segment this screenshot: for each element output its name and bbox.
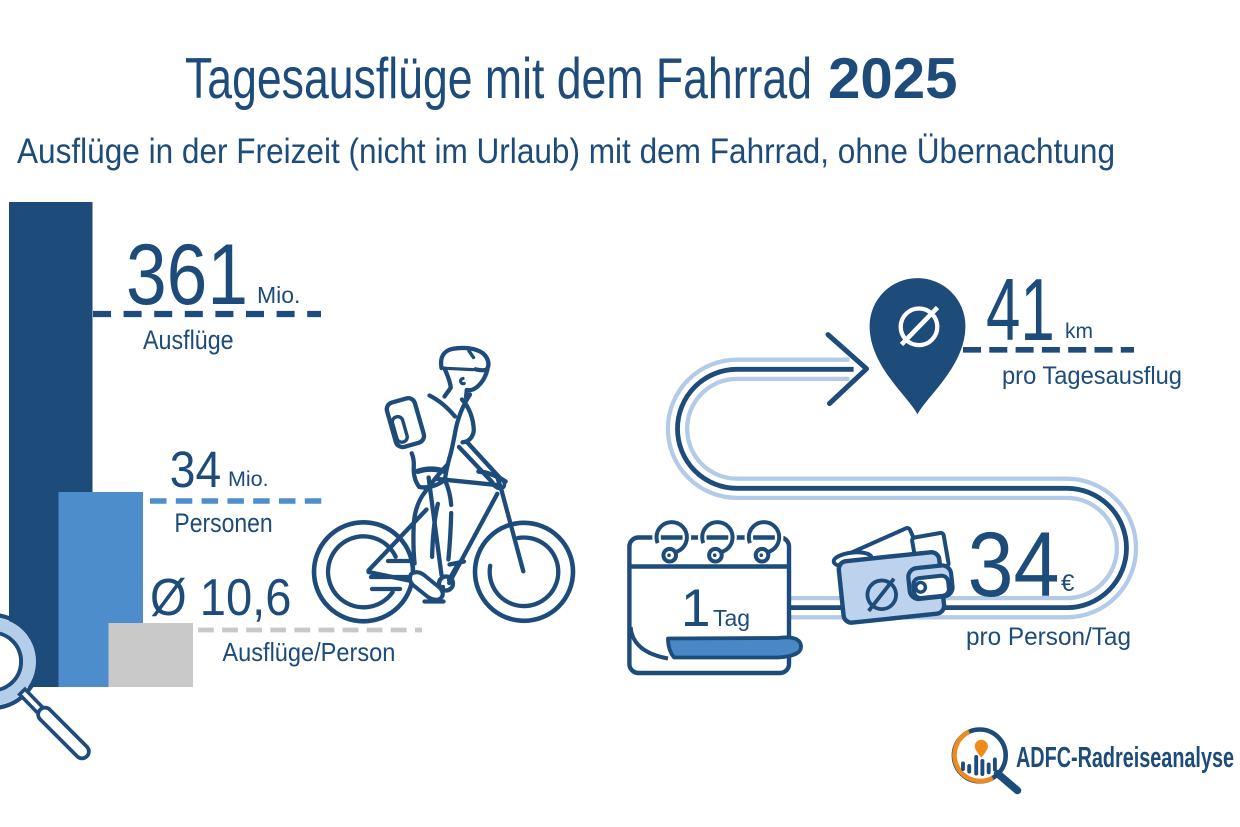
- svg-text:Tagesausflüge mit dem Fahrrad: Tagesausflüge mit dem Fahrrad: [185, 47, 812, 111]
- svg-text:pro Tagesausflug: pro Tagesausflug: [1002, 362, 1182, 390]
- svg-text:34: 34: [968, 514, 1060, 616]
- svg-text:pro Person/Tag: pro Person/Tag: [966, 623, 1131, 651]
- svg-text:1: 1: [681, 579, 710, 638]
- svg-text:Personen: Personen: [174, 508, 272, 538]
- svg-text:ADFC-Radreiseanalyse: ADFC-Radreiseanalyse: [1016, 742, 1234, 774]
- svg-text:km: km: [1065, 320, 1093, 343]
- svg-text:34: 34: [170, 441, 221, 498]
- svg-text:Ausflüge in der Freizeit (nich: Ausflüge in der Freizeit (nicht im Urlau…: [17, 132, 1115, 171]
- svg-text:Mio.: Mio.: [257, 282, 300, 308]
- svg-text:Tag: Tag: [713, 605, 750, 631]
- svg-text:Ausflüge/Person: Ausflüge/Person: [222, 637, 395, 667]
- svg-text:€: €: [1061, 570, 1075, 597]
- svg-text:2025: 2025: [828, 47, 958, 111]
- svg-text:41: 41: [986, 260, 1055, 359]
- svg-text:Ø 10,6: Ø 10,6: [150, 569, 292, 627]
- svg-text:Ausflüge: Ausflüge: [143, 325, 234, 355]
- svg-text:Mio.: Mio.: [228, 467, 269, 491]
- svg-text:361: 361: [126, 227, 248, 323]
